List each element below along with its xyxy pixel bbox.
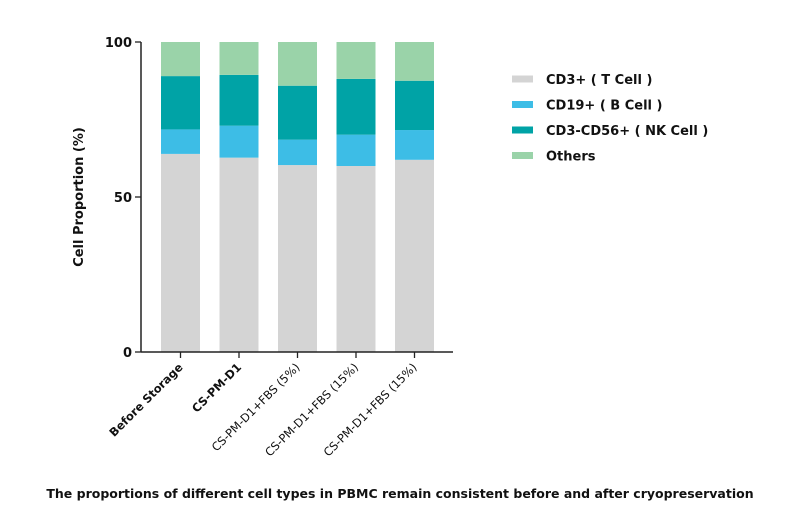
x-tick-label: CS-PM-D1 bbox=[189, 360, 244, 415]
legend: CD3+ ( T Cell ) CD19+ ( B Cell ) CD3-CD56+… bbox=[512, 73, 708, 165]
bar-segment bbox=[219, 42, 259, 75]
legend-swatch bbox=[512, 101, 533, 108]
legend-label: CD3+ ( T Cell ) bbox=[546, 73, 652, 88]
bar-segment bbox=[161, 76, 200, 130]
bar-segment bbox=[336, 42, 376, 79]
bar-segment bbox=[336, 134, 376, 166]
legend-label: Others bbox=[546, 150, 596, 165]
bar-segment bbox=[278, 139, 317, 166]
bar-segment bbox=[395, 130, 434, 160]
bar-segment bbox=[336, 78, 376, 135]
legend-swatch bbox=[512, 152, 533, 159]
y-tick-label: 100 bbox=[105, 36, 132, 51]
bar-segment bbox=[278, 42, 317, 86]
x-tick-label: Before Storage bbox=[106, 360, 185, 439]
bar-segment bbox=[278, 85, 317, 140]
bar-segment bbox=[395, 159, 434, 352]
bar-segment bbox=[395, 80, 434, 131]
figure-caption: The proportions of different cell types … bbox=[46, 486, 754, 501]
bar-segment bbox=[161, 153, 200, 352]
bar-segment bbox=[336, 166, 376, 352]
bar-segment bbox=[161, 42, 200, 77]
bar-segment bbox=[161, 129, 200, 154]
bar-segment bbox=[219, 125, 259, 158]
legend-label: CD19+ ( B Cell ) bbox=[546, 99, 662, 114]
y-tick-label: 50 bbox=[114, 191, 132, 206]
bar-segment bbox=[278, 165, 317, 352]
bars bbox=[161, 42, 434, 352]
bar-segment bbox=[219, 74, 259, 126]
y-axis-label: Cell Proportion (%) bbox=[72, 127, 87, 267]
legend-label: CD3-CD56+ ( NK Cell ) bbox=[546, 124, 708, 139]
y-tick-label: 0 bbox=[123, 346, 132, 361]
bar-segment bbox=[395, 42, 434, 81]
legend-swatch bbox=[512, 126, 533, 134]
legend-swatch bbox=[512, 75, 533, 83]
bar-segment bbox=[219, 157, 259, 352]
